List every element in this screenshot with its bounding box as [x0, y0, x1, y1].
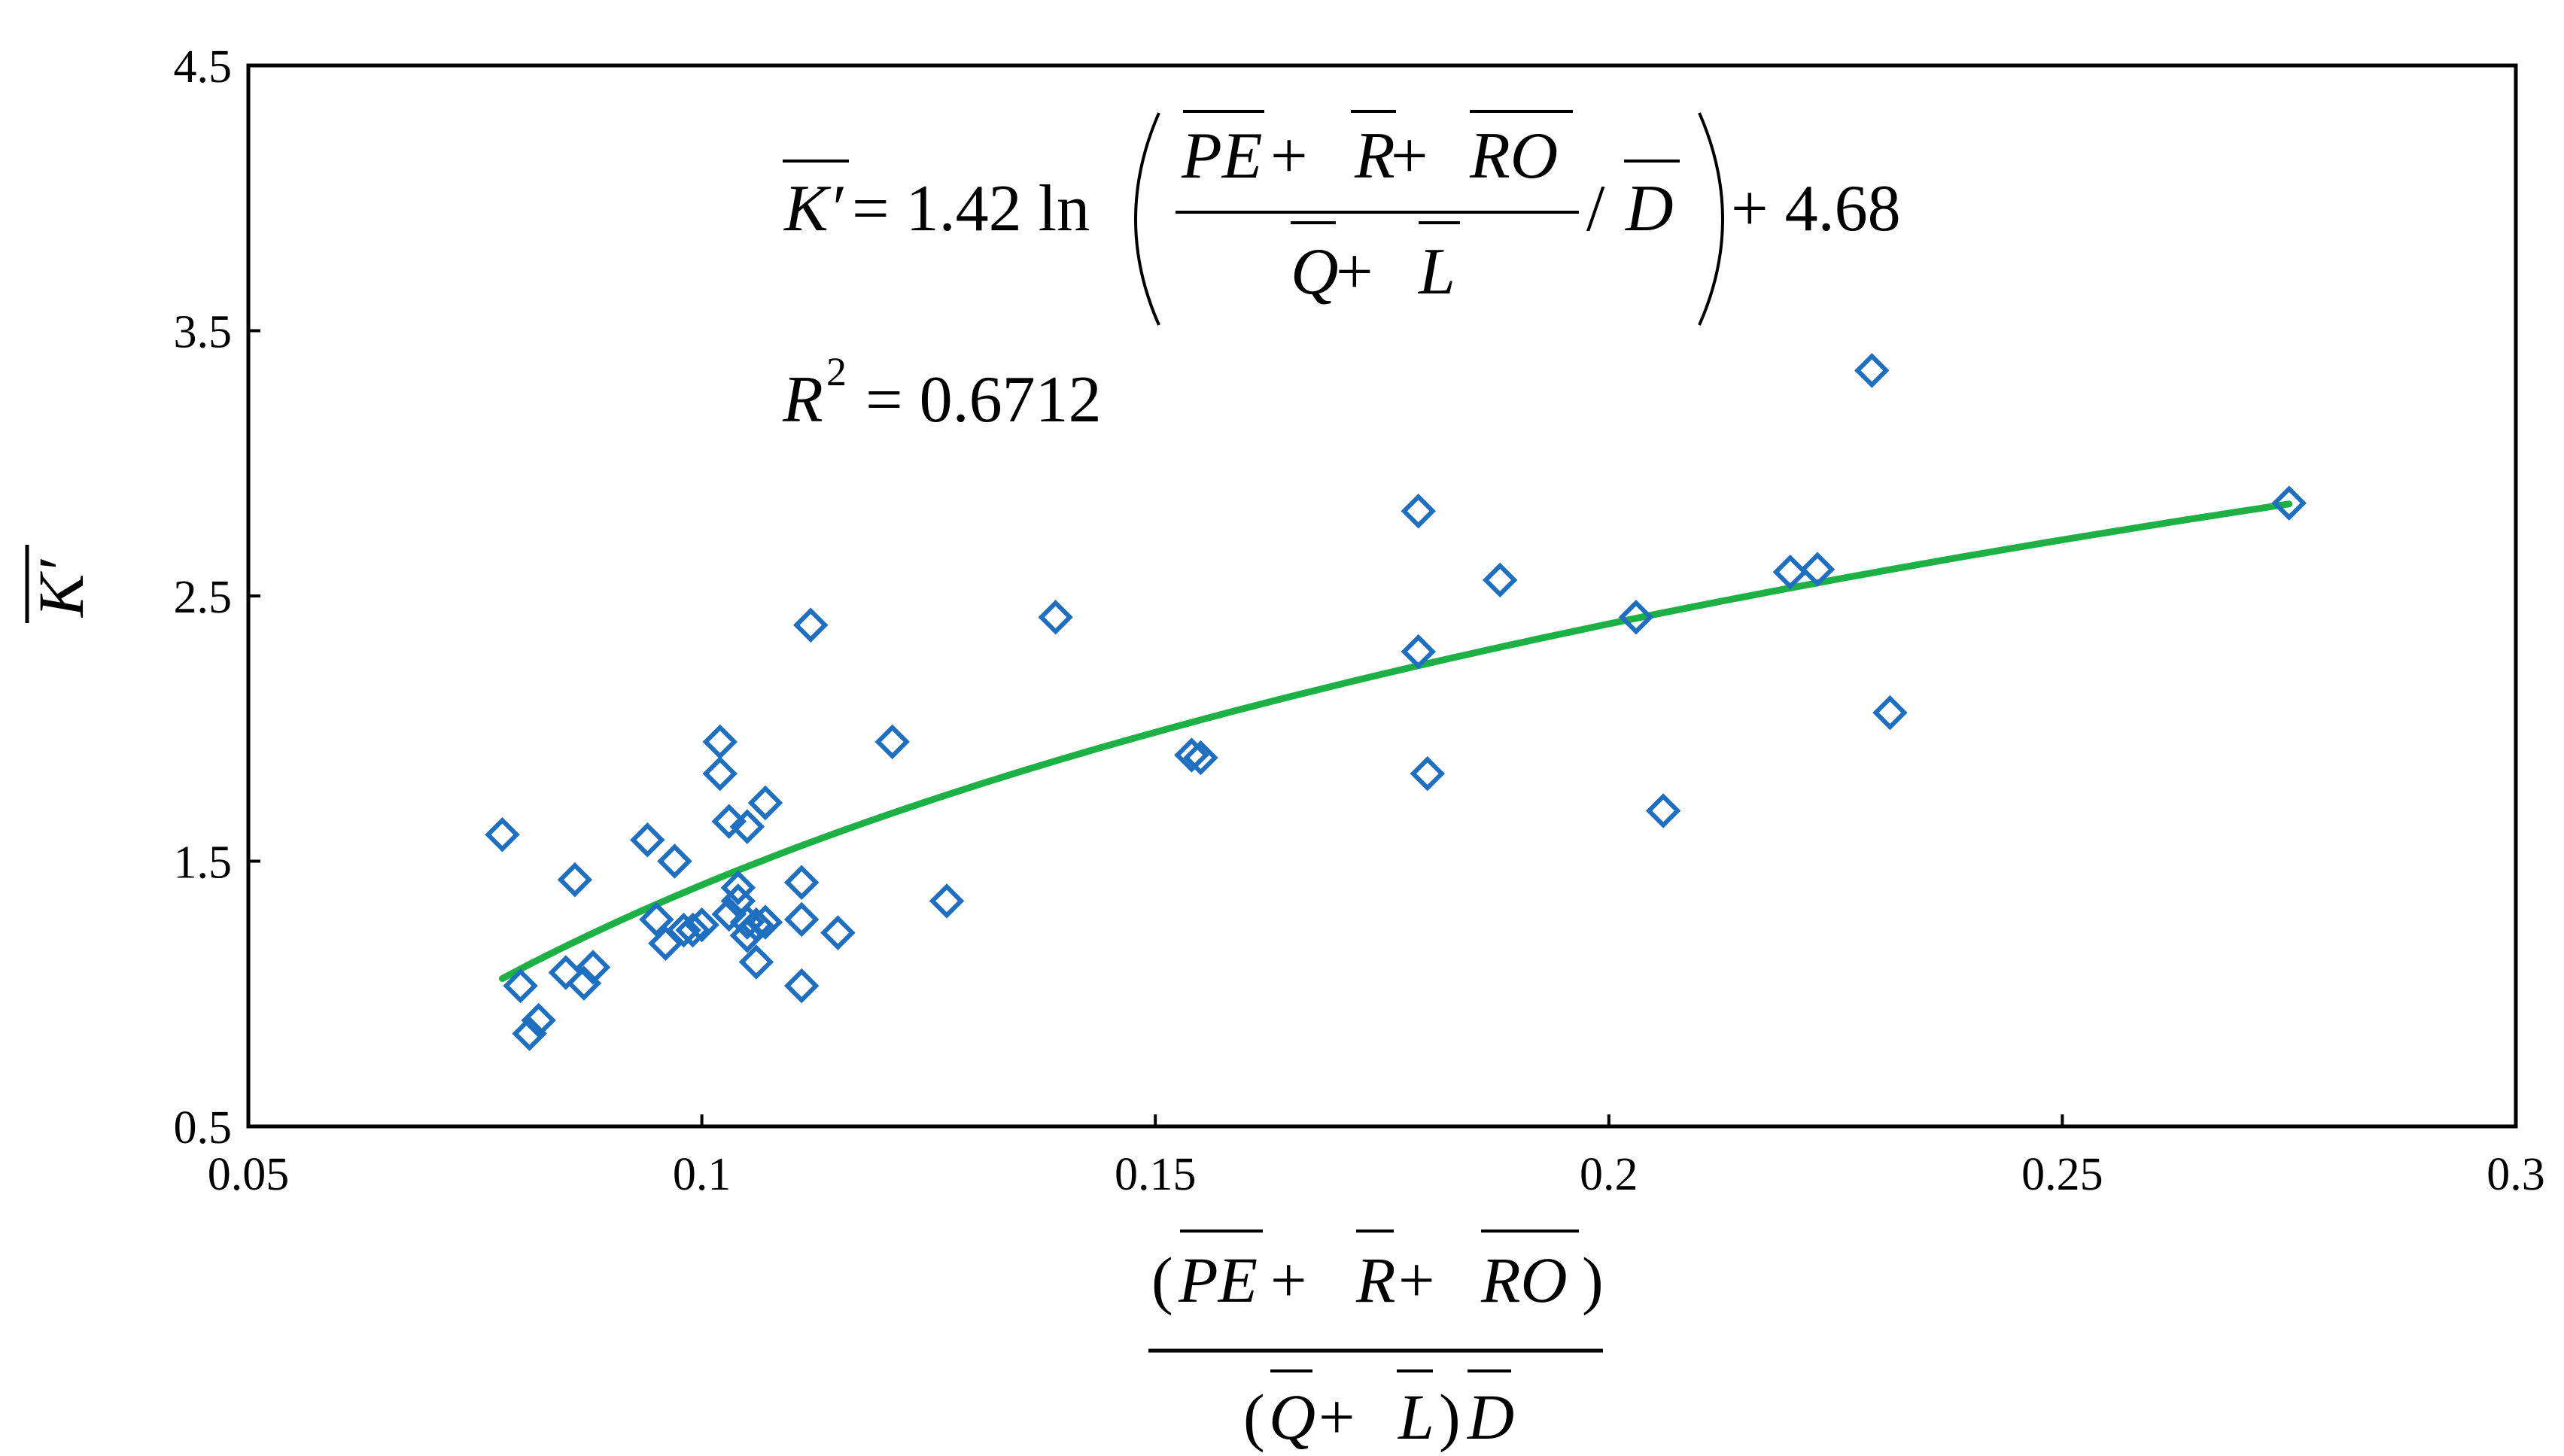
scatter-point: [630, 822, 665, 858]
scatter-point: [1854, 353, 1890, 388]
xlabel-den-open-paren: (: [1243, 1381, 1265, 1453]
scatter-point: [639, 901, 674, 938]
y-axis-ticks: 0.5 1.5 2.5 3.5 4.5: [174, 41, 260, 1154]
scatter-point: [1038, 599, 1073, 635]
xlabel-q: Q: [1269, 1381, 1315, 1453]
scatter-point: [783, 901, 820, 938]
scatter-point: [666, 912, 701, 948]
x-tick-label: 0.25: [2021, 1149, 2103, 1200]
eq-num-plus-2: +: [1391, 120, 1428, 193]
scatter-point: [684, 907, 719, 943]
scatter-point: [738, 944, 774, 980]
scatter-point: [485, 817, 520, 853]
eq-intercept: + 4.68: [1731, 172, 1901, 245]
xlabel-den-plus: +: [1318, 1381, 1355, 1453]
scatter-point: [1174, 737, 1209, 773]
scatter-point: [657, 844, 692, 879]
scatter-point: [929, 883, 965, 919]
r2-label: R: [782, 363, 823, 436]
y-tick-label: 2.5: [174, 572, 233, 623]
scatter-point: [1401, 634, 1436, 670]
scatter-point: [747, 785, 783, 821]
xlabel-plus-2: +: [1398, 1244, 1435, 1316]
x-tick-label: 0.15: [1115, 1149, 1197, 1200]
y-tick-label: 3.5: [174, 307, 233, 358]
xlabel-pe: PE: [1178, 1244, 1258, 1316]
y-axis-label: K′: [25, 559, 97, 619]
r-squared-annotation: R 2 = 0.6712: [782, 349, 1102, 436]
points-layer: [485, 353, 2307, 1051]
scatter-point: [548, 955, 584, 990]
scatter-point: [702, 724, 738, 760]
eq-num-plus-1: +: [1270, 120, 1308, 193]
xlabel-l: L: [1397, 1381, 1434, 1453]
scatter-point: [783, 968, 820, 1004]
scatter-point: [1872, 695, 1908, 731]
scatter-point: [711, 896, 747, 932]
y-tick-label: 0.5: [174, 1102, 233, 1154]
scatter-point: [711, 804, 747, 839]
xlabel-den-close-paren: ): [1439, 1381, 1461, 1453]
eq-num-ro: RO: [1469, 120, 1558, 193]
scatter-point: [729, 809, 765, 844]
r2-value: = 0.6712: [865, 363, 1102, 436]
plot-area: [246, 63, 2518, 1129]
scatter-point: [720, 870, 756, 905]
scatter-point: [1772, 555, 1808, 590]
scatter-point: [792, 607, 829, 643]
scatter-point: [747, 904, 783, 940]
x-tick-label: 0.3: [2486, 1149, 2545, 1200]
scatter-point: [675, 912, 710, 948]
scatter-point: [512, 1016, 547, 1051]
eq-num-r: R: [1354, 120, 1395, 193]
eq-num-pe: PE: [1181, 120, 1263, 193]
scatter-point: [521, 1002, 556, 1038]
fit-layer: [499, 500, 2293, 982]
fit-line: [499, 500, 2293, 982]
y-tick-label: 1.5: [174, 837, 233, 889]
scatter-point: [2271, 485, 2307, 521]
eq-d: D: [1625, 172, 1674, 245]
scatter-point: [503, 968, 538, 1004]
scatter-point: [1183, 740, 1218, 776]
xlabel-ro: RO: [1480, 1244, 1568, 1316]
equation-coefficient: = 1.42 ln: [852, 172, 1090, 245]
scatter-point: [738, 907, 774, 943]
xlabel-d: D: [1467, 1381, 1514, 1453]
x-axis-title: ( PE + R + RO ) ( Q + L ) D: [1148, 1230, 1604, 1453]
scatter-point: [1645, 793, 1681, 828]
xlabel-close-paren: ): [1582, 1244, 1604, 1316]
scatter-point: [1618, 599, 1654, 635]
x-tick-label: 0.05: [208, 1149, 290, 1200]
equation-lhs: K′: [783, 172, 844, 245]
equation-annotation: K′ = 1.42 ln PE + R + RO Q + L / D + 4.6…: [783, 110, 1901, 326]
scatter-point: [1482, 562, 1518, 598]
xlabel-open-paren: (: [1151, 1244, 1173, 1316]
scatter-point: [1410, 755, 1446, 792]
scatter-point: [783, 865, 820, 900]
x-axis-ticks: 0.05 0.1 0.15 0.2 0.25 0.3: [208, 1114, 2545, 1200]
eq-den-l: L: [1417, 236, 1455, 309]
scatter-point: [702, 755, 738, 792]
r2-superscript: 2: [826, 349, 847, 394]
scatter-point: [1401, 493, 1436, 529]
y-axis-title: K′: [25, 545, 97, 623]
x-tick-label: 0.2: [1580, 1149, 1638, 1200]
eq-slash: /: [1586, 172, 1605, 245]
eq-den-q: Q: [1291, 236, 1339, 309]
scatter-point: [1799, 552, 1836, 587]
xlabel-r: R: [1355, 1244, 1396, 1316]
y-tick-label: 4.5: [174, 41, 233, 93]
eq-den-plus: +: [1336, 236, 1373, 309]
scatter-point: [820, 915, 856, 950]
scatter-point: [557, 862, 593, 898]
scatter-point: [874, 724, 910, 760]
scatter-point: [575, 950, 611, 985]
xlabel-plus-1: +: [1270, 1244, 1307, 1316]
x-tick-label: 0.1: [673, 1149, 731, 1200]
